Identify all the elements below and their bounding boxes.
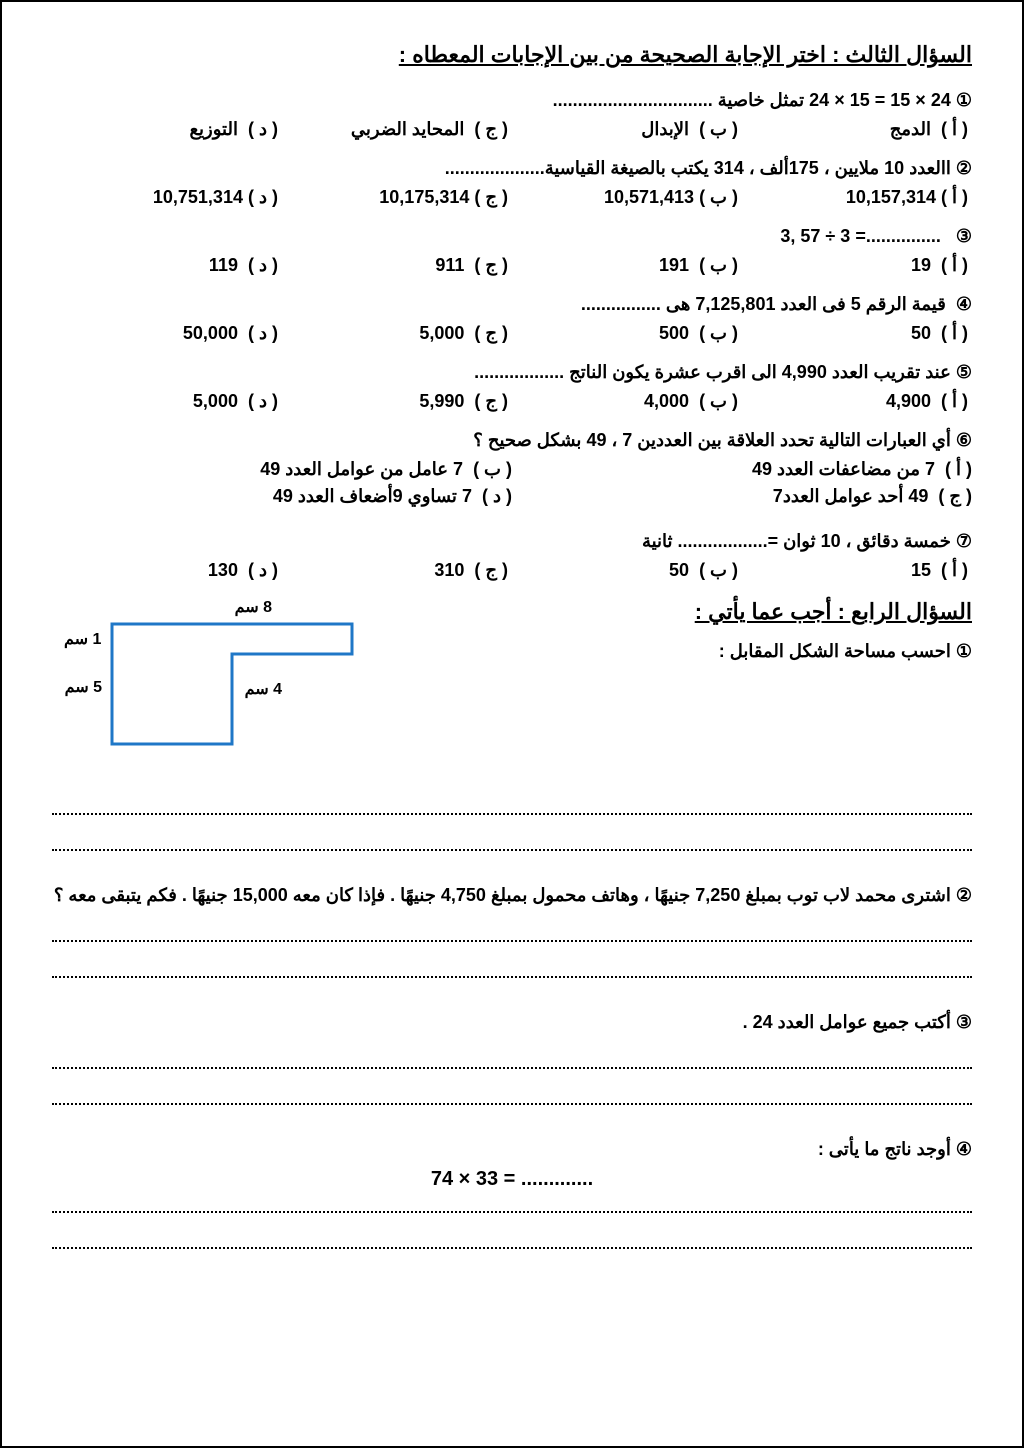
l-shape-svg	[52, 599, 412, 779]
label-notch-v: 4 سم	[245, 679, 282, 699]
q4-sub1: ① احسب مساحة الشكل المقابل :	[442, 641, 972, 662]
opt-d: ( د ) التوزيع	[52, 119, 282, 140]
text: أوجد ناتج ما يأتى :	[818, 1139, 951, 1159]
answer-line	[52, 940, 972, 942]
q3-4-options: ( أ ) 50 ( ب ) 500 ( ج ) 5,000 ( د ) 50,…	[52, 323, 972, 344]
q3-item-7: ⑦ خمسة دقائق ، 10 ثوان =................…	[52, 531, 972, 581]
q3-item-5: ⑤ عند تقريب العدد 4,990 الى اقرب عشرة يك…	[52, 362, 972, 412]
q3-4-text: ④ قيمة الرقم 5 فى العدد 7,125,801 هى ...…	[52, 294, 972, 315]
opt-c: ( ج ) 49 أحد عوامل العدد7	[512, 486, 972, 507]
col-right: ( أ ) 7 من مضاعفات العدد 49 ( ج ) 49 أحد…	[512, 459, 972, 513]
marker: ③	[956, 1012, 972, 1032]
text: 24 × 15 = 15 × 24 تمثل خاصية ...........…	[553, 90, 951, 110]
opt-b: ( ب ) 50	[512, 560, 742, 581]
q4-title: السؤال الرابع : أجب عما يأتي :	[442, 599, 972, 627]
marker: ⑦	[956, 531, 972, 551]
q3-1-text: ① 24 × 15 = 15 × 24 تمثل خاصية .........…	[52, 90, 972, 111]
label-left: 5 سم	[65, 677, 102, 697]
q4-sub4: ④ أوجد ناتج ما يأتى :	[52, 1139, 972, 1160]
q3-title: السؤال الثالث : اختر الإجابة الصحيحة من …	[52, 42, 972, 70]
opt-c: ( ج ) 310	[282, 560, 512, 581]
opt-d: ( د ) 7 تساوي 9أضعاف العدد 49	[52, 486, 512, 507]
answer-line	[52, 813, 972, 815]
marker: ⑤	[956, 362, 972, 382]
text: االعدد 10 ملايين ، 175ألف ، 314 يكتب بال…	[445, 158, 951, 178]
q4-header-row: السؤال الرابع : أجب عما يأتي : ① احسب مس…	[52, 599, 972, 779]
answer-line	[52, 1247, 972, 1249]
q4-sub4-eq: 74 × 33 = .............	[52, 1168, 972, 1191]
text: احسب مساحة الشكل المقابل :	[719, 641, 951, 661]
opt-c: ( ج ) 5,000	[282, 323, 512, 344]
label-notch-h: 1 سم	[64, 629, 101, 649]
opt-a: ( أ ) الدمج	[742, 119, 972, 140]
q3-item-2: ② االعدد 10 ملايين ، 175ألف ، 314 يكتب ب…	[52, 158, 972, 208]
opt-c: ( ج ) 10,175,314	[282, 187, 512, 208]
worksheet-page: السؤال الثالث : اختر الإجابة الصحيحة من …	[0, 0, 1024, 1448]
q3-5-text: ⑤ عند تقريب العدد 4,990 الى اقرب عشرة يك…	[52, 362, 972, 383]
opt-d: ( د ) 5,000	[52, 391, 282, 412]
opt-d: ( د ) 119	[52, 255, 282, 276]
marker: ④	[956, 294, 972, 314]
q3-2-text: ② االعدد 10 ملايين ، 175ألف ، 314 يكتب ب…	[52, 158, 972, 179]
opt-d: ( د ) 130	[52, 560, 282, 581]
answer-line	[52, 849, 972, 851]
answer-line	[52, 976, 972, 978]
answer-line	[52, 1211, 972, 1213]
text: اشترى محمد لاب توب بمبلغ 7,250 جنيهًا ، …	[54, 885, 951, 905]
opt-b: ( ب ) 7 عامل من عوامل العدد 49	[52, 459, 512, 480]
answer-line	[52, 1103, 972, 1105]
opt-b: ( ب ) 10,571,413	[512, 187, 742, 208]
opt-c: ( ج ) المحايد الضربي	[282, 119, 512, 140]
opt-a: ( أ ) 50	[742, 323, 972, 344]
opt-b: ( ب ) الإبدال	[512, 119, 742, 140]
q4-text-col: السؤال الرابع : أجب عما يأتي : ① احسب مس…	[442, 599, 972, 668]
label-top: 8 سم	[235, 597, 272, 617]
text: أكتب جميع عوامل العدد 24 .	[743, 1012, 951, 1032]
q3-1-options: ( أ ) الدمج ( ب ) الإبدال ( ج ) المحايد …	[52, 119, 972, 140]
opt-a: ( أ ) 15	[742, 560, 972, 581]
text: عند تقريب العدد 4,990 الى اقرب عشرة يكون…	[474, 362, 951, 382]
text: قيمة الرقم 5 فى العدد 7,125,801 هى .....…	[581, 294, 946, 314]
col-left: ( ب ) 7 عامل من عوامل العدد 49 ( د ) 7 ت…	[52, 459, 512, 513]
opt-b: ( ب ) 4,000	[512, 391, 742, 412]
opt-c: ( ج ) 911	[282, 255, 512, 276]
marker: ④	[956, 1139, 972, 1159]
marker: ①	[956, 90, 972, 110]
q4-sub2: ② اشترى محمد لاب توب بمبلغ 7,250 جنيهًا …	[52, 885, 972, 906]
q3-2-options: ( أ ) 10,157,314 ( ب ) 10,571,413 ( ج ) …	[52, 187, 972, 208]
opt-c: ( ج ) 5,990	[282, 391, 512, 412]
l-shape-polygon	[112, 624, 352, 744]
q3-item-3: ③ 3, 57 ÷ 3 =............... ( أ ) 19 ( …	[52, 226, 972, 276]
marker: ②	[956, 885, 972, 905]
q3-item-6: ⑥ أي العبارات التالية تحدد العلاقة بين ا…	[52, 430, 972, 513]
opt-b: ( ب ) 191	[512, 255, 742, 276]
q3-6-text: ⑥ أي العبارات التالية تحدد العلاقة بين ا…	[52, 430, 972, 451]
q4-shape: 8 سم 1 سم 4 سم 5 سم	[52, 599, 412, 779]
marker: ①	[956, 641, 972, 661]
opt-a: ( أ ) 10,157,314	[742, 187, 972, 208]
opt-a: ( أ ) 4,900	[742, 391, 972, 412]
answer-line	[52, 1067, 972, 1069]
opt-a: ( أ ) 7 من مضاعفات العدد 49	[512, 459, 972, 480]
marker: ③	[956, 226, 972, 246]
marker: ⑥	[956, 430, 972, 450]
opt-d: ( د ) 50,000	[52, 323, 282, 344]
text: 3, 57 ÷ 3 =...............	[780, 226, 940, 246]
q3-7-options: ( أ ) 15 ( ب ) 50 ( ج ) 310 ( د ) 130	[52, 560, 972, 581]
opt-d: ( د ) 10,751,314	[52, 187, 282, 208]
q3-item-1: ① 24 × 15 = 15 × 24 تمثل خاصية .........…	[52, 90, 972, 140]
q3-6-options: ( أ ) 7 من مضاعفات العدد 49 ( ج ) 49 أحد…	[52, 459, 972, 513]
q3-5-options: ( أ ) 4,900 ( ب ) 4,000 ( ج ) 5,990 ( د …	[52, 391, 972, 412]
q4-sub3: ③ أكتب جميع عوامل العدد 24 .	[52, 1012, 972, 1033]
text: خمسة دقائق ، 10 ثوان =..................…	[642, 531, 951, 551]
marker: ②	[956, 158, 972, 178]
text: أي العبارات التالية تحدد العلاقة بين الع…	[473, 430, 951, 450]
q3-3-options: ( أ ) 19 ( ب ) 191 ( ج ) 911 ( د ) 119	[52, 255, 972, 276]
opt-b: ( ب ) 500	[512, 323, 742, 344]
q3-7-text: ⑦ خمسة دقائق ، 10 ثوان =................…	[52, 531, 972, 552]
q3-item-4: ④ قيمة الرقم 5 فى العدد 7,125,801 هى ...…	[52, 294, 972, 344]
opt-a: ( أ ) 19	[742, 255, 972, 276]
q3-3-text: ③ 3, 57 ÷ 3 =...............	[52, 226, 972, 247]
